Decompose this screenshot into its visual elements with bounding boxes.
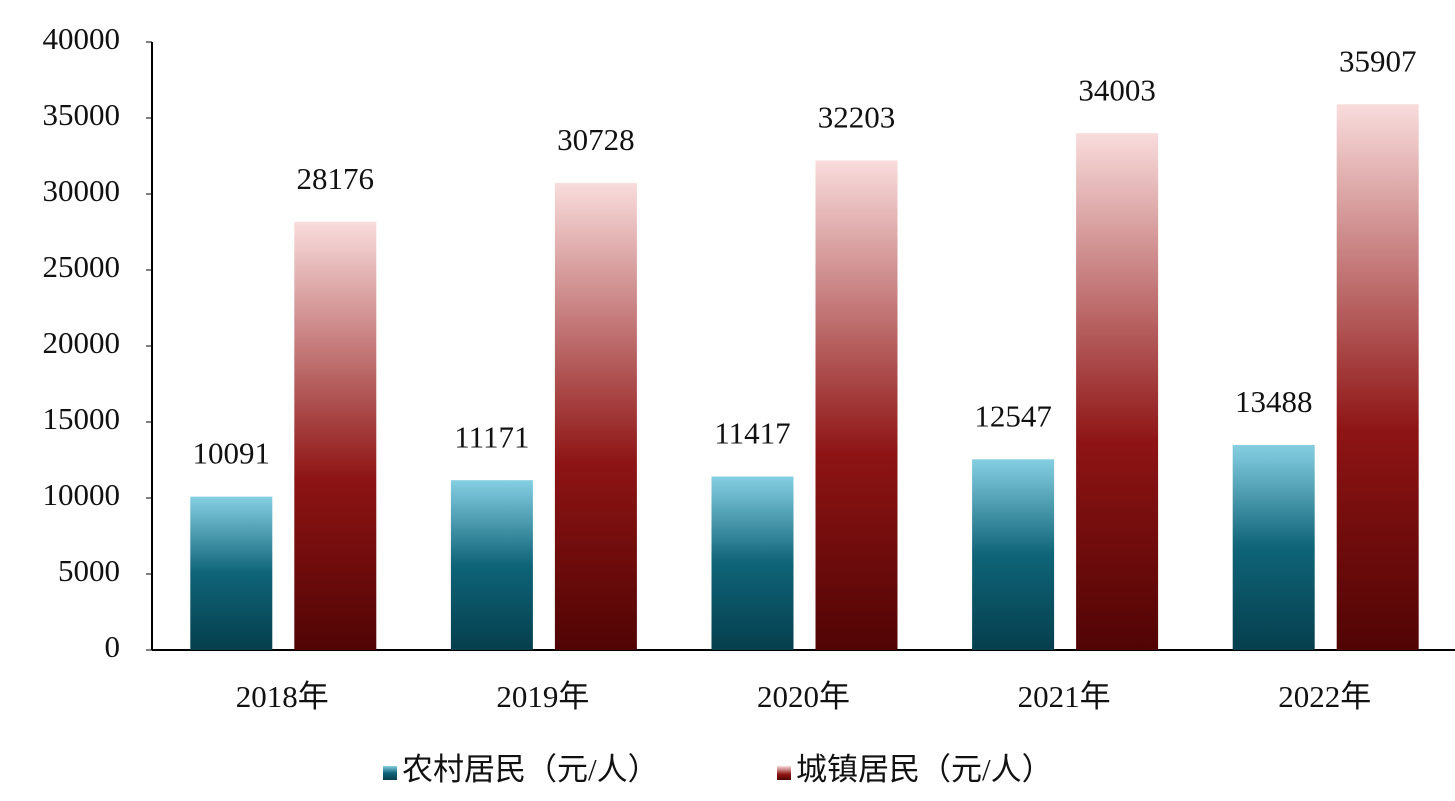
data-label: 30728 — [557, 122, 635, 157]
data-label: 13488 — [1235, 384, 1313, 419]
x-tick-label: 2020年 — [757, 679, 850, 714]
x-tick-label: 2018年 — [236, 679, 329, 714]
bar — [190, 496, 273, 650]
data-label: 10091 — [193, 436, 271, 471]
data-label: 11171 — [454, 419, 529, 454]
data-label: 11417 — [714, 416, 790, 451]
bar — [450, 480, 533, 650]
legend-marker — [777, 766, 791, 780]
y-tick-label: 20000 — [43, 325, 121, 360]
bar — [1076, 133, 1159, 650]
y-tick-label: 35000 — [43, 97, 121, 132]
data-label: 35907 — [1339, 43, 1417, 78]
bar — [711, 476, 794, 650]
bar — [815, 160, 898, 650]
data-label: 12547 — [974, 398, 1052, 433]
bar — [1336, 104, 1419, 650]
legend-label: 农村居民（元/人） — [402, 752, 659, 787]
data-label: 32203 — [818, 100, 896, 135]
y-tick-label: 15000 — [43, 401, 121, 436]
x-tick-label: 2021年 — [1018, 679, 1111, 714]
y-tick-label: 0 — [105, 629, 121, 664]
y-tick-label: 30000 — [43, 173, 121, 208]
legend-marker — [383, 766, 397, 780]
y-tick-label: 25000 — [43, 249, 121, 284]
data-label: 28176 — [297, 161, 375, 196]
x-tick-label: 2019年 — [496, 679, 589, 714]
bar — [1232, 444, 1315, 650]
bar — [554, 182, 637, 651]
y-tick-label: 40000 — [43, 21, 121, 56]
data-label: 34003 — [1078, 72, 1156, 107]
x-tick-label: 2022年 — [1278, 679, 1371, 714]
y-tick-label: 10000 — [43, 477, 121, 512]
bar — [294, 221, 377, 650]
bar — [972, 459, 1055, 650]
legend-label: 城镇居民（元/人） — [796, 752, 1053, 787]
y-tick-label: 5000 — [58, 553, 120, 588]
